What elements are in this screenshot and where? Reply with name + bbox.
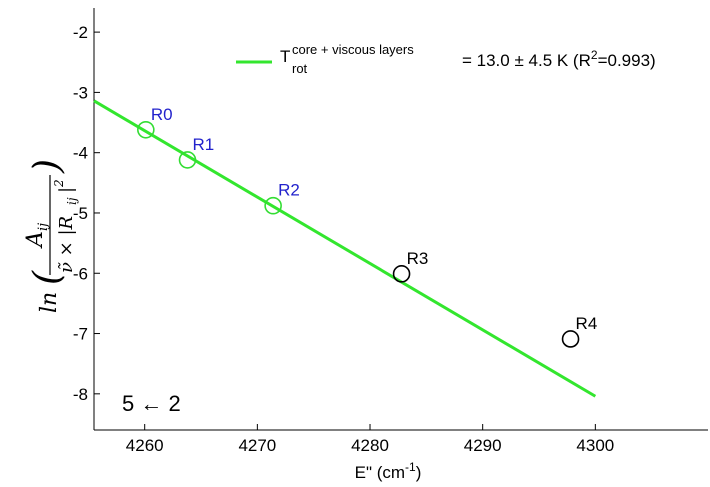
data-label-r1: R1 — [193, 135, 215, 154]
legend-superscript: core + viscous layers — [292, 42, 414, 57]
y-tick-label: -3 — [73, 83, 88, 102]
x-axis-label-sup: -1 — [405, 460, 416, 474]
y-tick-label: -6 — [73, 264, 88, 283]
legend-value: = 13.0 ± 4.5 K (R2=0.993) — [462, 48, 656, 70]
x-tick-label: 4280 — [351, 436, 389, 455]
ylabel-abs-bar: | — [56, 187, 77, 193]
x-tick-label: 4290 — [464, 436, 502, 455]
data-point-r3 — [392, 265, 411, 283]
data-label-r2: R2 — [278, 181, 300, 200]
y-tick-label: -2 — [73, 23, 88, 42]
x-axis-label-end: ) — [416, 463, 422, 482]
data-point-r4 — [561, 330, 580, 348]
svg-text:E" (cm-1): E" (cm-1) — [355, 460, 422, 482]
ylabel-numerator-sub: ij — [36, 223, 51, 231]
x-tick-label: 4270 — [238, 436, 276, 455]
y-axis-label: ln ( Aij ν̃ × |R ij |2) — [23, 159, 79, 313]
x-tick-label: 4260 — [126, 436, 164, 455]
y-tick-label: -5 — [73, 204, 88, 223]
chart-marks: R0 R1 R2 R3 R4 — [93, 99, 598, 398]
ylabel-ln: ln — [37, 292, 62, 313]
y-tick-label: -7 — [73, 325, 88, 344]
ylabel-denominator: ν̃ × |R — [56, 216, 77, 273]
transition-annotation: 5 ← 2 — [122, 391, 181, 416]
y-tick-label: -4 — [73, 144, 88, 163]
data-point-r0 — [137, 120, 155, 139]
data-label-r0: R0 — [151, 105, 173, 124]
data-point-r1 — [178, 151, 197, 169]
ylabel-denominator-sup: 2 — [52, 179, 66, 188]
x-axis-label-main: E" (cm — [355, 463, 405, 482]
ylabel-paren-left: ( — [27, 270, 68, 285]
x-tick-label: 4300 — [576, 436, 614, 455]
ylabel-denominator-sub: ij — [65, 197, 79, 205]
y-tick-label: -8 — [73, 385, 88, 404]
legend-subscript: rot — [292, 61, 308, 76]
data-point-r2 — [264, 196, 282, 215]
axes: 4260 4270 4280 4290 4300 -2 -3 -4 -5 -6 -7 -8 — [73, 8, 708, 455]
x-axis-label: E" (cm-1) — [355, 460, 422, 482]
ylabel-paren-right: ) — [27, 159, 68, 174]
fit-line — [93, 99, 597, 398]
data-label-r4: R4 — [576, 314, 598, 333]
ylabel-numerator: A — [23, 231, 48, 249]
data-label-r3: R3 — [407, 249, 429, 268]
legend-symbol: T — [280, 47, 290, 66]
